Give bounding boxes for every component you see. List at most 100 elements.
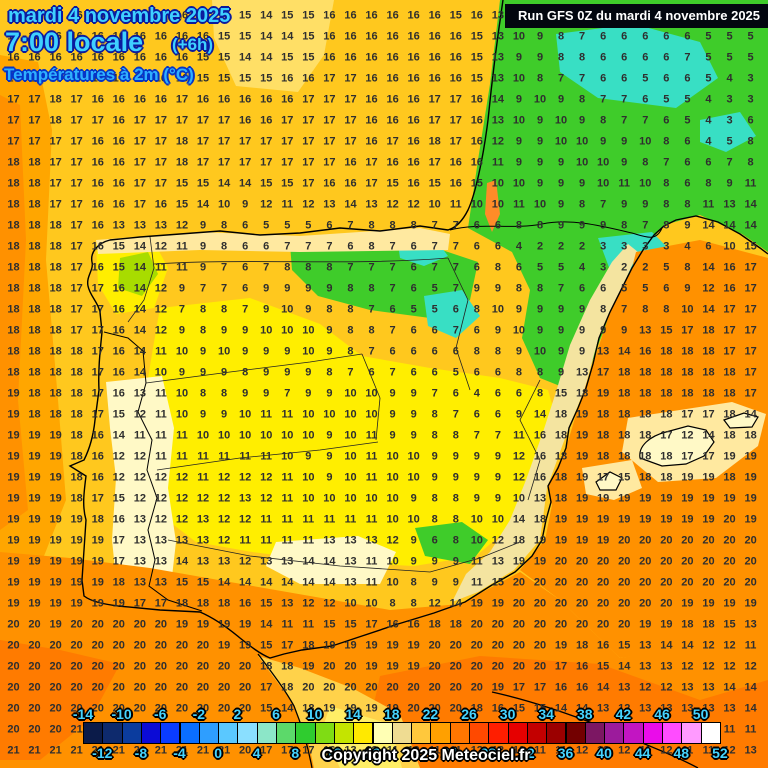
temp-value: 16 bbox=[554, 681, 568, 694]
temp-value: 19 bbox=[28, 513, 41, 526]
temp-value: 20 bbox=[70, 639, 83, 652]
temp-value: 16 bbox=[386, 9, 399, 22]
temp-value: 19 bbox=[70, 576, 83, 589]
scale-label: 12 bbox=[326, 745, 342, 761]
temp-value: 20 bbox=[154, 639, 168, 652]
temp-value: 13 bbox=[365, 198, 378, 211]
temp-value: 15 bbox=[302, 9, 315, 22]
temp-value: 9 bbox=[536, 324, 544, 337]
scale-label: 20 bbox=[403, 745, 419, 761]
temp-value: 18 bbox=[702, 387, 715, 400]
temp-value: 17 bbox=[323, 93, 336, 106]
temp-value: 13 bbox=[133, 576, 146, 589]
temp-value: 20 bbox=[491, 618, 504, 631]
temp-value: 20 bbox=[154, 702, 168, 715]
temp-value: 7 bbox=[621, 303, 628, 316]
temp-value: 10 bbox=[260, 429, 273, 442]
temp-value: 20 bbox=[533, 576, 547, 589]
temp-value: 12 bbox=[323, 597, 336, 610]
temp-value: 17 bbox=[260, 744, 273, 757]
temp-value: 13 bbox=[365, 534, 378, 547]
temp-value: 8 bbox=[452, 429, 459, 442]
temp-value: 20 bbox=[449, 681, 462, 694]
temp-value: 11 bbox=[155, 261, 167, 274]
scale-label: 18 bbox=[384, 706, 400, 722]
temp-value: 16 bbox=[428, 9, 441, 22]
temp-value: 9 bbox=[579, 345, 586, 358]
temp-value: 7 bbox=[368, 303, 375, 316]
temp-value: 13 bbox=[702, 702, 715, 715]
scale-label: 52 bbox=[712, 745, 728, 761]
temp-value: 13 bbox=[660, 660, 673, 673]
temp-value: 8 bbox=[347, 324, 354, 337]
temp-value: 7 bbox=[452, 282, 459, 295]
temp-value: 12 bbox=[618, 702, 631, 715]
temp-value: 16 bbox=[407, 9, 420, 22]
temp-value: 20 bbox=[639, 534, 652, 547]
temp-value: 20 bbox=[744, 576, 757, 589]
temp-value: 11 bbox=[723, 723, 736, 736]
temp-value: 16 bbox=[365, 135, 378, 148]
temp-value: 20 bbox=[554, 618, 568, 631]
temp-value: 18 bbox=[217, 597, 231, 610]
temp-value: 20 bbox=[49, 681, 62, 694]
temp-value: 20 bbox=[91, 702, 104, 715]
temp-value: 12 bbox=[660, 681, 673, 694]
temp-value: 18 bbox=[554, 429, 568, 442]
scale-label: -4 bbox=[173, 745, 186, 761]
temp-value: 17 bbox=[28, 72, 41, 85]
temp-value: 8 bbox=[494, 261, 501, 274]
temp-value: 20 bbox=[618, 555, 631, 568]
temp-value: 8 bbox=[600, 114, 607, 127]
temp-value: 16 bbox=[91, 261, 104, 274]
temp-value: 10 bbox=[470, 513, 483, 526]
scale-cell bbox=[642, 722, 663, 744]
temp-value: 19 bbox=[407, 660, 420, 673]
temp-value: 15 bbox=[281, 9, 294, 22]
temp-value: 20 bbox=[344, 660, 357, 673]
temp-value: 20 bbox=[723, 534, 736, 547]
temp-value: 10 bbox=[175, 345, 189, 358]
temp-value: 6 bbox=[663, 282, 670, 295]
temp-value: 20 bbox=[639, 597, 652, 610]
temp-value: 8 bbox=[221, 240, 228, 253]
temp-value: 16 bbox=[175, 30, 189, 43]
temp-value: 8 bbox=[684, 198, 691, 211]
temp-value: 16 bbox=[154, 30, 168, 43]
temp-value: 17 bbox=[744, 366, 757, 379]
temp-value: 11 bbox=[155, 429, 167, 442]
temp-value: 9 bbox=[221, 324, 228, 337]
temp-value: 19 bbox=[744, 492, 757, 505]
temp-value: 6 bbox=[410, 261, 417, 274]
temp-value: 9 bbox=[242, 324, 249, 337]
temp-value: 19 bbox=[660, 492, 673, 505]
temp-value: 7 bbox=[452, 261, 459, 274]
temp-value: 19 bbox=[91, 555, 104, 568]
temp-value: 9 bbox=[431, 555, 438, 568]
temp-value: 19 bbox=[660, 618, 673, 631]
temp-value: 5 bbox=[705, 30, 712, 43]
temp-value: 13 bbox=[533, 492, 547, 505]
temp-value: 13 bbox=[344, 534, 357, 547]
temp-value: 16 bbox=[344, 51, 357, 64]
temp-value: 17 bbox=[681, 324, 694, 337]
temp-value: 6 bbox=[452, 345, 459, 358]
temp-value: 8 bbox=[326, 366, 333, 379]
temp-value: 12 bbox=[260, 492, 273, 505]
temp-value: 19 bbox=[681, 492, 694, 505]
temp-value: 13 bbox=[133, 513, 146, 526]
temp-value: 19 bbox=[28, 555, 41, 568]
temp-value: 20 bbox=[28, 681, 41, 694]
temp-value: 7 bbox=[347, 261, 354, 274]
temp-value: 17 bbox=[133, 177, 146, 190]
temp-value: 8 bbox=[452, 513, 459, 526]
temp-value: 19 bbox=[386, 702, 399, 715]
temp-value: 20 bbox=[7, 681, 20, 694]
temp-value: 16 bbox=[365, 30, 378, 43]
temp-value: 6 bbox=[410, 282, 417, 295]
temp-value: 14 bbox=[133, 324, 146, 337]
temp-value: 20 bbox=[533, 618, 547, 631]
temp-value: 10 bbox=[491, 177, 504, 190]
scale-cell bbox=[333, 722, 355, 744]
